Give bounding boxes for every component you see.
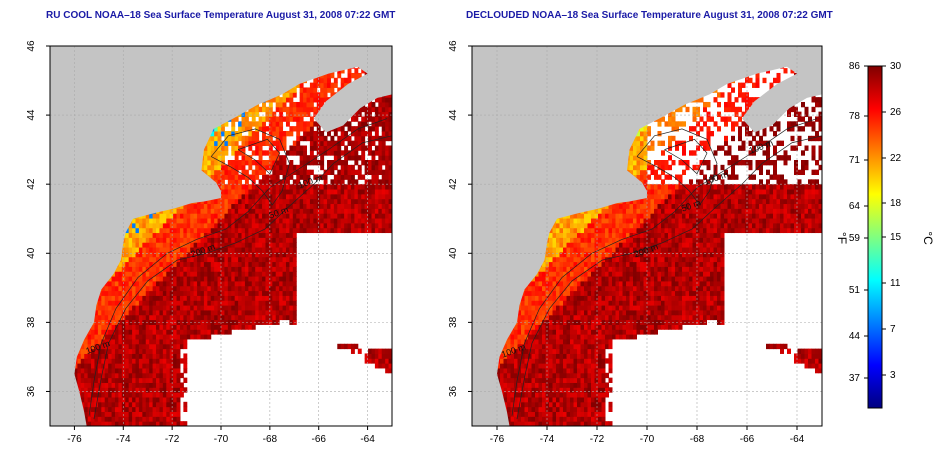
x-tick-label: -76 [67, 434, 82, 445]
y-tick-label: 38 [448, 316, 459, 328]
depth-contour [516, 135, 822, 420]
bathymetry-contours [511, 118, 822, 420]
colorbar-c-tick: 15 [890, 232, 902, 243]
y-tick-label: 44 [448, 109, 459, 121]
colorbar-f-tick: 78 [849, 111, 861, 122]
depth-contour [210, 128, 290, 206]
x-tick-label: -68 [263, 434, 278, 445]
colorbar-f-tick: 86 [849, 61, 861, 72]
y-tick-label: 40 [26, 247, 37, 259]
colorbar-c-unit: °C [921, 231, 935, 245]
y-tick-label: 44 [26, 109, 37, 121]
colorbar-f-tick: 37 [849, 373, 861, 384]
colorbar-c-tick: 11 [890, 278, 901, 289]
x-tick-label: -68 [690, 434, 705, 445]
colorbar-f-tick: 44 [849, 331, 861, 342]
colorbar-c-tick: 3 [890, 370, 896, 381]
colorbar-f-tick: 51 [849, 285, 861, 296]
y-tick-label: 42 [448, 178, 459, 190]
x-tick-label: -74 [540, 434, 555, 445]
x-tick-label: -66 [311, 434, 326, 445]
left-map-title: RU COOL NOAA–18 Sea Surface Temperature … [46, 10, 396, 21]
land-mass [50, 46, 392, 426]
nova-scotia-land [742, 70, 822, 133]
colorbar-f-unit: °F [835, 232, 849, 244]
depth-contour [636, 128, 718, 206]
depth-contour [511, 118, 818, 416]
x-tick-label: -64 [790, 434, 805, 445]
bathymetry-contours [88, 118, 392, 420]
x-tick-label: -64 [360, 434, 375, 445]
depth-contour [88, 118, 388, 416]
y-tick-label: 36 [448, 385, 459, 397]
x-tick-label: -66 [740, 434, 755, 445]
x-tick-label: -70 [214, 434, 229, 445]
x-tick-label: -72 [165, 434, 180, 445]
y-tick-label: 36 [26, 385, 37, 397]
colorbar-f-tick: 59 [849, 233, 861, 244]
land-mass [472, 46, 822, 426]
colorbar-c-tick: 30 [890, 61, 902, 72]
gridlines [472, 46, 822, 426]
colorbar: 86 78 71 64 59 51 44 37 30 26 22 18 15 11 7 3 °F °C [835, 61, 935, 409]
colorbar-c-tick: 18 [890, 198, 902, 209]
colorbar-c-tick: 26 [890, 107, 902, 118]
y-tick-label: 40 [448, 247, 459, 259]
x-tick-label: -76 [490, 434, 505, 445]
x-tick-label: -74 [116, 434, 131, 445]
colorbar-c-tick: 7 [890, 324, 896, 335]
depth-contour [93, 135, 392, 420]
y-tick-label: 46 [448, 40, 459, 52]
y-tick-label: 46 [26, 40, 37, 52]
x-tick-label: -72 [590, 434, 605, 445]
colorbar-c-tick: 22 [890, 153, 902, 164]
depth-contour [237, 138, 281, 175]
nova-scotia-land [313, 70, 392, 133]
colorbar-gradient [867, 65, 883, 409]
depth-contour [664, 138, 708, 175]
gridlines [50, 46, 392, 426]
right-map-title: DECLOUDED NOAA–18 Sea Surface Temperatur… [466, 10, 833, 21]
y-tick-label: 38 [26, 316, 37, 328]
colorbar-f-tick: 64 [849, 201, 861, 212]
y-tick-label: 42 [26, 178, 37, 190]
x-tick-label: -70 [640, 434, 655, 445]
colorbar-f-tick: 71 [849, 155, 861, 166]
